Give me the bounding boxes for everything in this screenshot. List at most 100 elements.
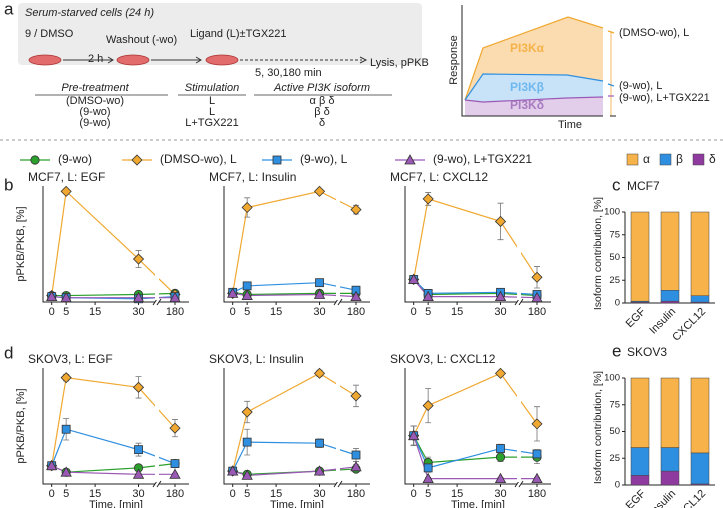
chart-title: SKOV3, L: EGF [28, 352, 113, 366]
legend-marker [30, 155, 40, 165]
table-header: Active PI3K isoform [273, 82, 370, 94]
data-point [242, 281, 252, 291]
x-tick-label: 5 [63, 306, 69, 318]
data-point [531, 418, 543, 430]
chart-title: MCF7, L: CXCL12 [390, 170, 488, 184]
axis [223, 186, 370, 303]
protocol-box [18, 3, 422, 65]
data-point [350, 290, 362, 302]
x-tick-label: 0 [411, 488, 417, 500]
panel-label: c [612, 175, 621, 194]
table-cell: (9-wo) [79, 106, 110, 118]
table-cell: α β δ [310, 95, 335, 107]
table-header: Stimulation [185, 82, 239, 94]
panel-label: b [4, 175, 13, 194]
break-gap [517, 182, 521, 300]
data-point [132, 291, 145, 303]
data-point [350, 390, 362, 402]
data-point [494, 290, 507, 302]
data-point [170, 459, 180, 468]
table-cell: L+TGX221 [185, 117, 239, 129]
x-tick-label: 30 [313, 488, 325, 500]
break-gap [336, 364, 340, 482]
data-point [60, 466, 72, 477]
table-cell: L [209, 106, 215, 118]
legend-marker [272, 155, 282, 165]
chart-title: MCF7, L: EGF [28, 170, 105, 184]
data-point [46, 459, 58, 471]
break-gap [155, 364, 159, 482]
x-tick-label: 0 [230, 488, 236, 500]
data-point [531, 291, 543, 303]
data-point [350, 204, 362, 216]
x-tick-label: 30 [132, 306, 144, 318]
scheme-x-label: Time [558, 119, 582, 131]
y-tick-label: 50 [609, 252, 620, 263]
x-tick-label: 180 [347, 306, 365, 318]
data-point [132, 468, 145, 479]
scheme-y-label: Response [448, 35, 460, 85]
y-tick-label: 100 [604, 207, 620, 218]
table-cell: δ [319, 117, 325, 129]
response-scheme: PI3Kα PI3Kβ PI3Kδ (DMSO-wo), L (9-wo), L… [448, 5, 710, 131]
data-point [315, 278, 324, 288]
bar-segment [630, 447, 650, 476]
data-point [169, 468, 181, 479]
pretreat-label: 9 / DMSO [25, 28, 74, 40]
bar-segment [660, 211, 680, 291]
data-point [132, 253, 145, 265]
data-point [313, 185, 326, 197]
bar-segment [630, 377, 650, 448]
axis [223, 368, 370, 485]
times-label: 5, 30,180 min [255, 67, 322, 79]
data-point [422, 193, 434, 205]
area-label: PI3Kδ [510, 98, 544, 112]
x-tick-label: 5 [244, 488, 250, 500]
y-tick-label: 50 [609, 426, 620, 437]
y-tick-label: 25 [609, 275, 620, 286]
legend-label: (9-wo), L [300, 152, 348, 166]
bar-segment [630, 211, 650, 302]
panel-label: d [4, 343, 13, 362]
break-gap [517, 364, 521, 482]
legend-label: (9-wo), L+TGX221 [433, 152, 532, 166]
data-point [60, 291, 72, 303]
dishes [28, 54, 368, 66]
x-tick-label: 0 [411, 306, 417, 318]
y-axis-label: pPKB/PKB, [%] [15, 388, 27, 463]
x-axis-label: Time, [min] [451, 499, 505, 508]
data-point [46, 290, 58, 302]
x-tick-label: EGF [624, 488, 649, 508]
data-point [60, 185, 72, 197]
curve-label: (9-wo), L+TGX221 [619, 92, 710, 104]
x-tick-label: 5 [244, 306, 250, 318]
data-point [242, 437, 252, 447]
data-point [494, 472, 507, 484]
chart-title: SKOV3, L: Insulin [209, 352, 304, 366]
data-point [423, 463, 433, 473]
x-tick-label: 5 [425, 488, 431, 500]
area-label: PI3Kβ [510, 80, 544, 94]
x-axis-label: Time, [min] [89, 499, 143, 508]
table-header: Pre-treatment [61, 82, 129, 94]
bar-segment [660, 447, 680, 472]
data-point [169, 291, 181, 303]
y-tick-label: 0 [615, 480, 620, 491]
x-tick-label: 0 [49, 306, 55, 318]
legend-swatch [626, 153, 639, 166]
x-tick-label: 30 [313, 306, 325, 318]
bar-segment [660, 377, 680, 448]
x-tick-label: 15 [89, 306, 101, 318]
chart-title: SKOV3, L: CXCL12 [390, 352, 496, 366]
x-tick-label: 30 [494, 306, 506, 318]
lysis-label: Lysis, pPKB [370, 57, 429, 69]
x-tick-label: 180 [166, 306, 184, 318]
duration-label: 2 h [88, 53, 103, 65]
x-tick-label: Insulin [647, 488, 678, 508]
table-cell: β δ [314, 106, 330, 118]
x-tick-label: 30 [132, 488, 144, 500]
data-point [422, 290, 434, 302]
box-title: Serum-starved cells (24 h) [25, 7, 154, 19]
table-cell: (DMSO-wo) [66, 95, 124, 107]
